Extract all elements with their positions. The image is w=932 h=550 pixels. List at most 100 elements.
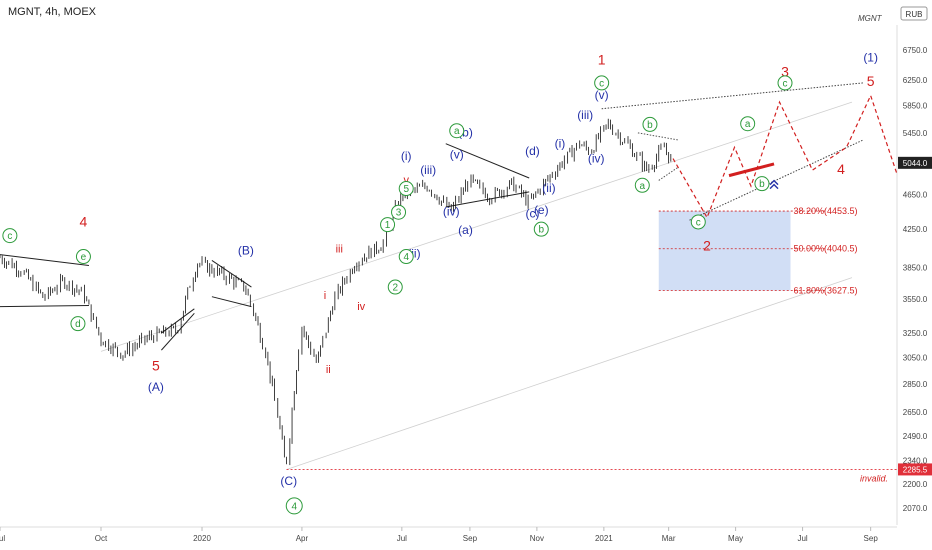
price-tick-label: 4650.0 bbox=[903, 190, 928, 199]
wave-label: (iii) bbox=[420, 163, 436, 177]
circled-wave-label: c bbox=[783, 78, 788, 89]
drawn-lines: invalid. bbox=[0, 82, 897, 483]
wave-label: 5 bbox=[152, 358, 160, 374]
time-tick-label: Sep bbox=[463, 534, 478, 543]
circled-wave-marker bbox=[2, 228, 18, 244]
circled-wave-marker bbox=[398, 249, 414, 265]
circled-wave-label: 4 bbox=[403, 252, 409, 263]
invalidation-price-label: 2285.5 bbox=[903, 465, 928, 474]
time-tick-label: 2021 bbox=[595, 534, 613, 543]
circled-wave-marker bbox=[75, 249, 91, 265]
wave-label: (i) bbox=[401, 149, 412, 163]
price-tick-label: 2200.0 bbox=[903, 480, 928, 489]
wave-label: (v) bbox=[595, 88, 609, 102]
circled-wave-marker bbox=[690, 214, 706, 230]
circled-wave-marker bbox=[387, 279, 403, 295]
circled-wave-marker bbox=[391, 204, 407, 220]
wave-label: (iv) bbox=[443, 205, 460, 219]
circled-wave-label: 3 bbox=[396, 208, 402, 219]
price-axis[interactable]: 6750.0 6250.0 5850.0 5450.0 5044.0 4650.0 4250… bbox=[898, 46, 932, 513]
time-tick-label: Oct bbox=[95, 534, 108, 543]
price-tick-label: 3050.0 bbox=[903, 354, 928, 363]
circled-wave-label: d bbox=[75, 319, 81, 330]
circled-wave-label: c bbox=[7, 231, 12, 242]
price-tick-label: 2490.0 bbox=[903, 432, 928, 441]
time-axis[interactable]: Jul Oct 2020 Apr Jul Sep Nov 2021 Mar May Jul Sep bbox=[0, 527, 878, 543]
price-tick-label: 6750.0 bbox=[903, 46, 928, 55]
wave-label: v bbox=[403, 175, 409, 187]
wave-label: (a) bbox=[458, 223, 473, 237]
wedge-line bbox=[161, 308, 195, 334]
circled-wave-label: b bbox=[538, 225, 544, 236]
circled-wave-label: c bbox=[599, 78, 604, 89]
wave-label: (A) bbox=[148, 380, 164, 394]
wave-label: iv bbox=[357, 301, 365, 313]
wave-label: 4 bbox=[80, 213, 88, 229]
time-tick-label: Jul bbox=[0, 534, 5, 543]
circled-wave-label: b bbox=[647, 120, 653, 131]
circled-wave-label: a bbox=[640, 181, 646, 192]
wave-label: (1) bbox=[863, 51, 878, 65]
wave-label: 1 bbox=[598, 52, 606, 68]
price-tick-label: 2650.0 bbox=[903, 408, 928, 417]
triangle-line bbox=[0, 304, 89, 308]
time-tick-label: Apr bbox=[296, 534, 309, 543]
circled-wave-marker bbox=[449, 123, 465, 139]
circled-wave-marker bbox=[533, 221, 549, 237]
triangle-line bbox=[0, 254, 89, 266]
price-candles bbox=[0, 118, 672, 466]
price-tick-label: 4250.0 bbox=[903, 225, 928, 234]
chart-title: MGNT, 4h, MOEX bbox=[8, 6, 97, 18]
currency-badge[interactable]: RUB bbox=[900, 6, 928, 21]
circled-wave-label: c bbox=[696, 217, 701, 228]
wave-label: (c) bbox=[525, 207, 539, 221]
wave-label: (d) bbox=[525, 144, 540, 158]
forecast-path bbox=[672, 94, 898, 219]
currency-label: RUB bbox=[906, 10, 923, 19]
price-tick-label: 5850.0 bbox=[903, 101, 928, 110]
price-tick-label: 6250.0 bbox=[903, 76, 928, 85]
circled-wave-label: b bbox=[759, 179, 765, 190]
circled-wave-marker bbox=[594, 75, 610, 91]
wedge-line bbox=[211, 260, 252, 288]
wave-label: 5 bbox=[867, 73, 875, 89]
trend-line bbox=[637, 132, 679, 141]
symbol-watermark: MGNT bbox=[858, 14, 883, 23]
trend-line-lower bbox=[689, 139, 864, 221]
wave-label: (B) bbox=[238, 244, 254, 258]
circled-wave-label: a bbox=[745, 119, 751, 130]
current-price-label: 5044.0 bbox=[903, 159, 928, 168]
wave-label: 2 bbox=[703, 238, 711, 254]
trend-channel bbox=[100, 101, 853, 470]
wave-label: i bbox=[324, 290, 326, 302]
circled-wave-marker bbox=[285, 497, 303, 515]
circled-wave-marker bbox=[754, 176, 770, 192]
wave-label: (iv) bbox=[588, 151, 605, 165]
circled-wave-marker bbox=[398, 181, 414, 197]
wave-label: (i) bbox=[555, 136, 566, 150]
circled-wave-marker bbox=[777, 75, 793, 91]
circled-wave-label: 5 bbox=[403, 184, 409, 195]
circled-wave-marker bbox=[380, 217, 396, 233]
price-tick-label: 2850.0 bbox=[903, 380, 928, 389]
wave-label: (ii) bbox=[542, 181, 555, 195]
circled-wave-marker bbox=[634, 177, 650, 193]
channel-line-upper bbox=[100, 101, 853, 352]
wave-label: (iii) bbox=[577, 108, 593, 122]
circled-wave-marker bbox=[740, 116, 756, 132]
fib-zone-box bbox=[658, 211, 791, 291]
price-tick-label: 5450.0 bbox=[903, 129, 928, 138]
wave-labels: 1234545(1)(A)(B)(C)(v)(iii)(iv)(i)(ii)(d… bbox=[2, 51, 878, 515]
circled-wave-marker bbox=[70, 316, 86, 332]
wave-label: 3 bbox=[781, 64, 789, 80]
fibonacci-zone: 38.20%(4453.5) 50.00%(4040.5) 61.80%(3627.… bbox=[658, 206, 858, 296]
price-tick-label: 3550.0 bbox=[903, 295, 928, 304]
wedge-line bbox=[211, 296, 252, 308]
invalidation-price-tag bbox=[898, 463, 932, 476]
circled-wave-label: e bbox=[81, 252, 87, 263]
forecast-line bbox=[672, 94, 898, 219]
circled-wave-label: a bbox=[454, 126, 460, 137]
price-tick-label: 2340.0 bbox=[903, 456, 928, 465]
